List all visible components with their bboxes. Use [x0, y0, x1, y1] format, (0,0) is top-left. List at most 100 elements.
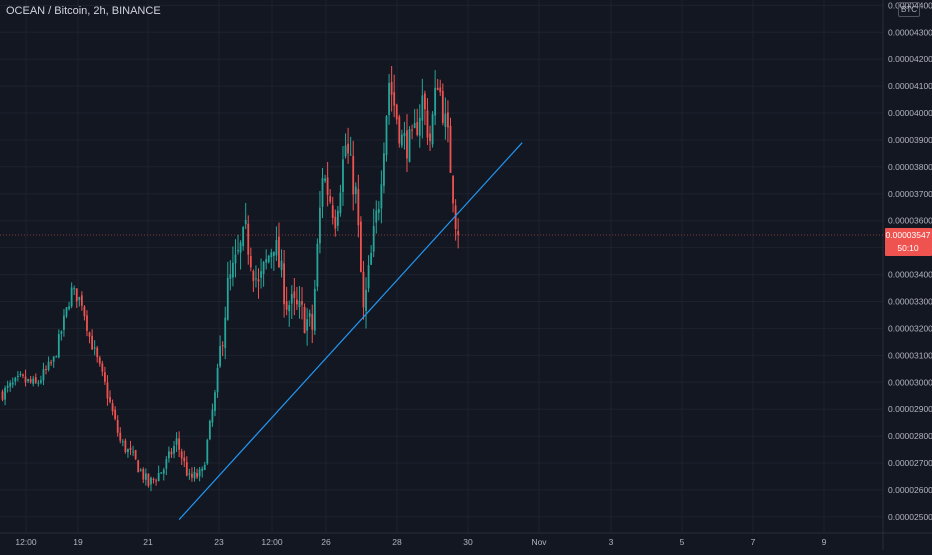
candle — [91, 329, 93, 350]
candle-body — [106, 382, 109, 399]
candle-body — [249, 256, 252, 268]
candle — [68, 301, 70, 311]
candle — [285, 286, 288, 316]
candle-body — [216, 368, 219, 393]
candle-body — [196, 473, 198, 478]
candle — [434, 70, 437, 126]
candle — [6, 380, 9, 393]
candle-body — [247, 223, 250, 255]
candle-body — [388, 82, 390, 116]
candle-body — [257, 279, 260, 282]
candle — [357, 174, 360, 238]
candle-body — [203, 464, 206, 470]
candle — [142, 467, 145, 483]
time-tick-label: 19 — [73, 537, 83, 547]
candle-body — [142, 469, 145, 480]
candle-body — [78, 296, 81, 300]
candle — [298, 285, 301, 319]
candle-body — [170, 451, 173, 455]
candle — [88, 331, 91, 344]
candle — [45, 365, 47, 375]
candle-body — [406, 130, 408, 159]
price-tick-label: 0.00003300 — [888, 296, 932, 306]
candle — [352, 140, 355, 211]
symbol-title[interactable]: OCEAN / Bitcoin, 2h, BINANCE — [6, 5, 161, 17]
candle-body — [155, 480, 157, 482]
candle-body — [198, 469, 201, 477]
candle-body — [290, 294, 293, 304]
candle-body — [144, 473, 147, 480]
candle-body — [86, 315, 88, 331]
candle — [180, 448, 183, 465]
candle-body — [349, 154, 352, 156]
candle — [413, 109, 416, 129]
candle — [441, 83, 444, 126]
candle — [55, 355, 58, 358]
candle-body — [316, 243, 319, 287]
last-price-tag — [885, 228, 932, 257]
candle — [162, 467, 165, 481]
candle-body — [111, 403, 114, 412]
currency-badge[interactable]: BTC — [898, 2, 920, 17]
candle — [370, 245, 373, 266]
candle — [260, 258, 262, 289]
candle-body — [157, 473, 160, 481]
candle-body — [27, 379, 29, 382]
candle — [306, 308, 309, 346]
candle — [101, 360, 104, 377]
candle-body — [329, 196, 332, 202]
candle — [75, 288, 78, 309]
candle — [139, 468, 142, 472]
candle — [196, 468, 198, 480]
candle — [65, 307, 68, 319]
candle — [47, 356, 50, 372]
price-tag-layer: 0.00003547 50:10 — [0, 228, 932, 257]
candle-body — [226, 277, 229, 320]
countdown-label: 50:10 — [897, 243, 919, 253]
price-tick-label: 0.00004100 — [888, 81, 932, 91]
candle-body — [267, 255, 270, 263]
price-tick-label: 0.00003900 — [888, 135, 932, 145]
candle-body — [211, 409, 214, 423]
candle-body — [416, 122, 419, 135]
candle-body — [52, 356, 55, 362]
candle-body — [262, 262, 265, 274]
candle — [308, 309, 311, 327]
candle-body — [347, 143, 349, 154]
candle-body — [93, 347, 96, 349]
candle-body — [270, 252, 273, 258]
candle-body — [380, 184, 383, 209]
trendline — [178, 142, 523, 520]
candle-body — [104, 372, 106, 382]
candle-body — [165, 459, 168, 469]
candle-body — [360, 221, 362, 272]
time-tick-label: 12:00 — [15, 537, 37, 547]
candle-body — [242, 227, 245, 247]
candle — [367, 255, 370, 293]
price-tick-label: 0.00004000 — [888, 108, 932, 118]
candle — [283, 250, 285, 318]
candle-body — [275, 240, 278, 256]
candle-body — [429, 133, 431, 142]
candle — [134, 449, 137, 461]
candle-body — [127, 449, 129, 453]
candle-body — [57, 334, 60, 358]
candle-body — [73, 288, 76, 290]
candle — [226, 261, 229, 321]
candle-body — [188, 473, 191, 475]
candle — [329, 189, 332, 204]
candle-body — [32, 378, 35, 384]
candle — [252, 269, 255, 293]
candle-body — [293, 291, 296, 298]
candle — [411, 124, 413, 140]
candle-body — [352, 156, 355, 195]
candle-body — [80, 295, 83, 306]
candle-body — [457, 231, 460, 236]
candle-body — [424, 93, 426, 110]
time-tick-label: 5 — [680, 537, 685, 547]
candle — [11, 377, 14, 388]
candle-body — [150, 477, 152, 485]
candle — [157, 465, 160, 482]
